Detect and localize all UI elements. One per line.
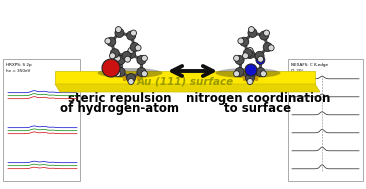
Circle shape bbox=[116, 56, 125, 64]
Circle shape bbox=[246, 50, 254, 59]
Circle shape bbox=[243, 49, 252, 58]
Circle shape bbox=[258, 56, 264, 62]
Circle shape bbox=[246, 74, 254, 83]
Circle shape bbox=[235, 56, 244, 64]
Circle shape bbox=[107, 37, 116, 46]
Text: NEXAFS: C K-edge: NEXAFS: C K-edge bbox=[291, 63, 328, 67]
Bar bbox=[3, 59, 80, 181]
Circle shape bbox=[127, 31, 136, 40]
Circle shape bbox=[115, 71, 120, 77]
Circle shape bbox=[137, 56, 146, 64]
Circle shape bbox=[247, 78, 253, 84]
Circle shape bbox=[256, 67, 265, 77]
Ellipse shape bbox=[216, 68, 280, 78]
Circle shape bbox=[130, 43, 139, 52]
Text: steric repulsion: steric repulsion bbox=[68, 92, 172, 105]
Bar bbox=[288, 59, 363, 181]
Circle shape bbox=[105, 38, 111, 44]
Circle shape bbox=[110, 49, 119, 58]
Circle shape bbox=[249, 27, 254, 33]
Circle shape bbox=[234, 55, 240, 61]
Text: HRXPS: S 2p: HRXPS: S 2p bbox=[6, 63, 31, 67]
Ellipse shape bbox=[97, 68, 163, 78]
Circle shape bbox=[127, 50, 135, 59]
Circle shape bbox=[247, 47, 253, 53]
Circle shape bbox=[238, 38, 244, 44]
Circle shape bbox=[115, 27, 122, 33]
Circle shape bbox=[235, 67, 244, 77]
Circle shape bbox=[255, 51, 264, 60]
Circle shape bbox=[141, 71, 147, 77]
Text: to surface: to surface bbox=[224, 102, 292, 115]
Circle shape bbox=[242, 53, 249, 59]
Circle shape bbox=[124, 56, 131, 62]
Text: hv = 350eV: hv = 350eV bbox=[6, 69, 30, 73]
Circle shape bbox=[115, 28, 124, 37]
Polygon shape bbox=[55, 71, 315, 84]
Circle shape bbox=[256, 56, 265, 64]
Circle shape bbox=[264, 30, 269, 36]
Circle shape bbox=[131, 30, 137, 36]
Circle shape bbox=[234, 71, 240, 77]
Circle shape bbox=[259, 31, 269, 40]
Circle shape bbox=[263, 43, 272, 52]
Text: 0°-20°: 0°-20° bbox=[291, 69, 305, 73]
Text: Au (111) surface: Au (111) surface bbox=[137, 76, 234, 86]
Circle shape bbox=[240, 37, 249, 46]
Circle shape bbox=[116, 67, 125, 77]
Circle shape bbox=[109, 53, 115, 59]
Circle shape bbox=[128, 78, 134, 84]
Polygon shape bbox=[55, 84, 320, 92]
Circle shape bbox=[128, 47, 134, 53]
Circle shape bbox=[102, 59, 120, 77]
Circle shape bbox=[268, 45, 274, 51]
Circle shape bbox=[135, 45, 141, 51]
Circle shape bbox=[261, 71, 266, 77]
Circle shape bbox=[127, 74, 135, 83]
Circle shape bbox=[115, 55, 120, 61]
Text: of hydrogen-atom: of hydrogen-atom bbox=[60, 102, 179, 115]
Text: nitrogen coordination: nitrogen coordination bbox=[186, 92, 330, 105]
Circle shape bbox=[248, 28, 257, 37]
Circle shape bbox=[141, 55, 147, 61]
Circle shape bbox=[122, 51, 131, 60]
Circle shape bbox=[245, 64, 257, 76]
Circle shape bbox=[137, 67, 146, 77]
